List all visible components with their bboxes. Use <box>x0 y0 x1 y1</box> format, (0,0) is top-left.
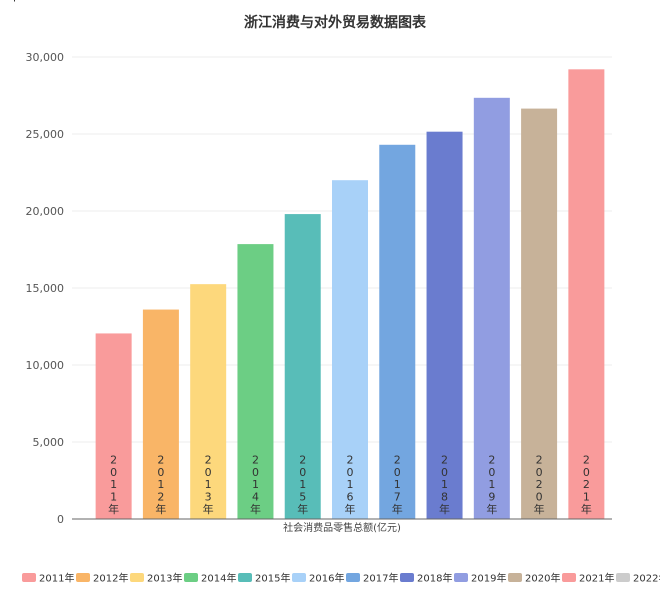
legend-label: 2013年 <box>147 572 182 585</box>
legend-label: 2019年 <box>471 572 506 585</box>
legend-label: 2015年 <box>255 572 290 585</box>
legend-swatch <box>76 573 90 582</box>
legend-swatch <box>562 573 576 582</box>
legend-swatch <box>292 573 306 582</box>
legend-label: 2018年 <box>417 572 452 585</box>
legend-swatch <box>454 573 468 582</box>
legend-item[interactable]: 2016年 <box>292 572 344 585</box>
y-tick-label: 10,000 <box>26 359 65 372</box>
legend-item[interactable]: 2019年 <box>454 572 506 585</box>
legend-label: 2017年 <box>363 572 398 585</box>
y-tick-label: 25,000 <box>26 128 65 141</box>
legend-swatch <box>22 573 36 582</box>
bar[interactable] <box>379 144 416 519</box>
legend-swatch <box>400 573 414 582</box>
legend-item[interactable]: 2020年 <box>508 572 560 585</box>
bar[interactable] <box>142 309 179 519</box>
bar[interactable] <box>426 131 463 519</box>
legend-item[interactable]: 2011年 <box>22 572 74 585</box>
legend-swatch <box>616 573 630 582</box>
legend-item[interactable]: 2022年 <box>616 572 660 585</box>
legend-item[interactable]: 2015年 <box>238 572 290 585</box>
legend-swatch <box>184 573 198 582</box>
bar[interactable] <box>95 333 132 519</box>
y-tick-label: 0 <box>57 513 64 526</box>
legend-label: 2016年 <box>309 572 344 585</box>
bar[interactable] <box>521 108 558 519</box>
bar[interactable] <box>473 97 510 519</box>
y-axis: 0 5,000 10,000 15,000 20,000 25,000 30,000 <box>26 51 65 526</box>
legend-item[interactable]: 2017年 <box>346 572 398 585</box>
legend-swatch <box>238 573 252 582</box>
bar[interactable] <box>568 69 605 519</box>
y-tick-label: 30,000 <box>26 51 65 64</box>
legend[interactable]: 2011年 2012年 2013年 2014年 2015年 2016年 2017年 2018年… <box>22 572 660 585</box>
legend-label: 2021年 <box>579 572 614 585</box>
legend-label: 2012年 <box>93 572 128 585</box>
bar[interactable] <box>284 214 321 519</box>
bars: 2011年2011年2012年2012年2013年2013年2014年2014年… <box>0 0 605 520</box>
legend-item[interactable]: 2014年 <box>184 572 236 585</box>
legend-swatch <box>346 573 360 582</box>
legend-swatch <box>508 573 522 582</box>
legend-item[interactable]: 2012年 <box>76 572 128 585</box>
legend-item[interactable]: 2021年 <box>562 572 614 585</box>
legend-item[interactable]: 2013年 <box>130 572 182 585</box>
legend-label: 2022年 <box>633 572 660 585</box>
y-tick-label: 5,000 <box>33 436 65 449</box>
legend-item[interactable]: 2018年 <box>400 572 452 585</box>
bar[interactable] <box>237 244 274 520</box>
legend-label: 2014年 <box>201 572 236 585</box>
legend-label: 2020年 <box>525 572 560 585</box>
x-axis-title: 社会消费品零售总额(亿元) <box>283 521 401 534</box>
bar[interactable] <box>190 284 227 519</box>
legend-swatch <box>130 573 144 582</box>
bar-label: 2012年2012年 <box>0 0 166 516</box>
bar[interactable] <box>332 180 368 519</box>
legend-label: 2011年 <box>39 572 74 585</box>
chart-title: 浙江消费与对外贸易数据图表 <box>244 14 427 31</box>
y-tick-label: 20,000 <box>26 205 65 218</box>
y-tick-label: 15,000 <box>26 282 65 295</box>
